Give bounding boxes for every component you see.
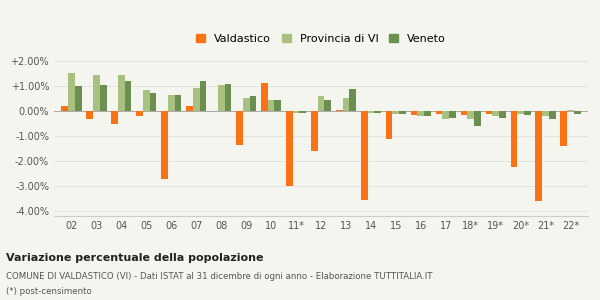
Bar — [118, 75, 125, 111]
Bar — [493, 111, 499, 116]
Bar — [293, 111, 299, 112]
Bar — [75, 86, 82, 111]
Bar — [149, 93, 157, 111]
Bar — [250, 96, 256, 111]
Bar — [161, 111, 168, 178]
Bar — [399, 111, 406, 114]
Bar — [243, 98, 250, 111]
Bar — [299, 111, 306, 112]
Bar — [336, 110, 343, 111]
Bar — [386, 111, 392, 139]
Bar — [168, 95, 175, 111]
Bar — [311, 111, 317, 151]
Bar — [236, 111, 243, 145]
Bar — [286, 111, 293, 186]
Bar — [125, 81, 131, 111]
Legend: Valdastico, Provincia di VI, Veneto: Valdastico, Provincia di VI, Veneto — [193, 30, 449, 47]
Bar — [517, 111, 524, 114]
Bar — [317, 96, 325, 111]
Bar — [175, 95, 181, 111]
Bar — [193, 88, 200, 111]
Bar — [86, 111, 93, 119]
Bar — [461, 111, 467, 115]
Bar — [560, 111, 567, 146]
Bar — [61, 106, 68, 111]
Bar — [424, 111, 431, 116]
Bar — [449, 111, 456, 118]
Bar — [218, 85, 224, 111]
Bar — [418, 111, 424, 116]
Bar — [499, 111, 506, 118]
Bar — [542, 111, 549, 116]
Bar — [268, 100, 274, 111]
Bar — [374, 111, 381, 112]
Bar — [111, 111, 118, 124]
Text: COMUNE DI VALDASTICO (VI) - Dati ISTAT al 31 dicembre di ogni anno - Elaborazion: COMUNE DI VALDASTICO (VI) - Dati ISTAT a… — [6, 272, 433, 281]
Bar — [325, 100, 331, 111]
Bar — [68, 73, 75, 111]
Bar — [261, 83, 268, 111]
Bar — [474, 111, 481, 126]
Bar — [567, 110, 574, 111]
Bar — [343, 98, 349, 111]
Bar — [136, 111, 143, 116]
Bar — [93, 75, 100, 111]
Bar — [485, 111, 493, 114]
Bar — [574, 111, 581, 114]
Bar — [349, 89, 356, 111]
Bar — [224, 84, 231, 111]
Bar — [511, 111, 517, 167]
Bar — [361, 111, 368, 200]
Bar — [467, 111, 474, 119]
Bar — [442, 111, 449, 119]
Text: (*) post-censimento: (*) post-censimento — [6, 287, 92, 296]
Bar — [186, 106, 193, 111]
Bar — [436, 111, 442, 114]
Bar — [535, 111, 542, 201]
Bar — [274, 100, 281, 111]
Bar — [368, 111, 374, 112]
Bar — [411, 111, 418, 115]
Bar — [143, 90, 149, 111]
Bar — [549, 111, 556, 119]
Bar — [200, 81, 206, 111]
Bar — [392, 111, 399, 114]
Bar — [524, 111, 531, 115]
Bar — [100, 85, 107, 111]
Text: Variazione percentuale della popolazione: Variazione percentuale della popolazione — [6, 253, 263, 263]
